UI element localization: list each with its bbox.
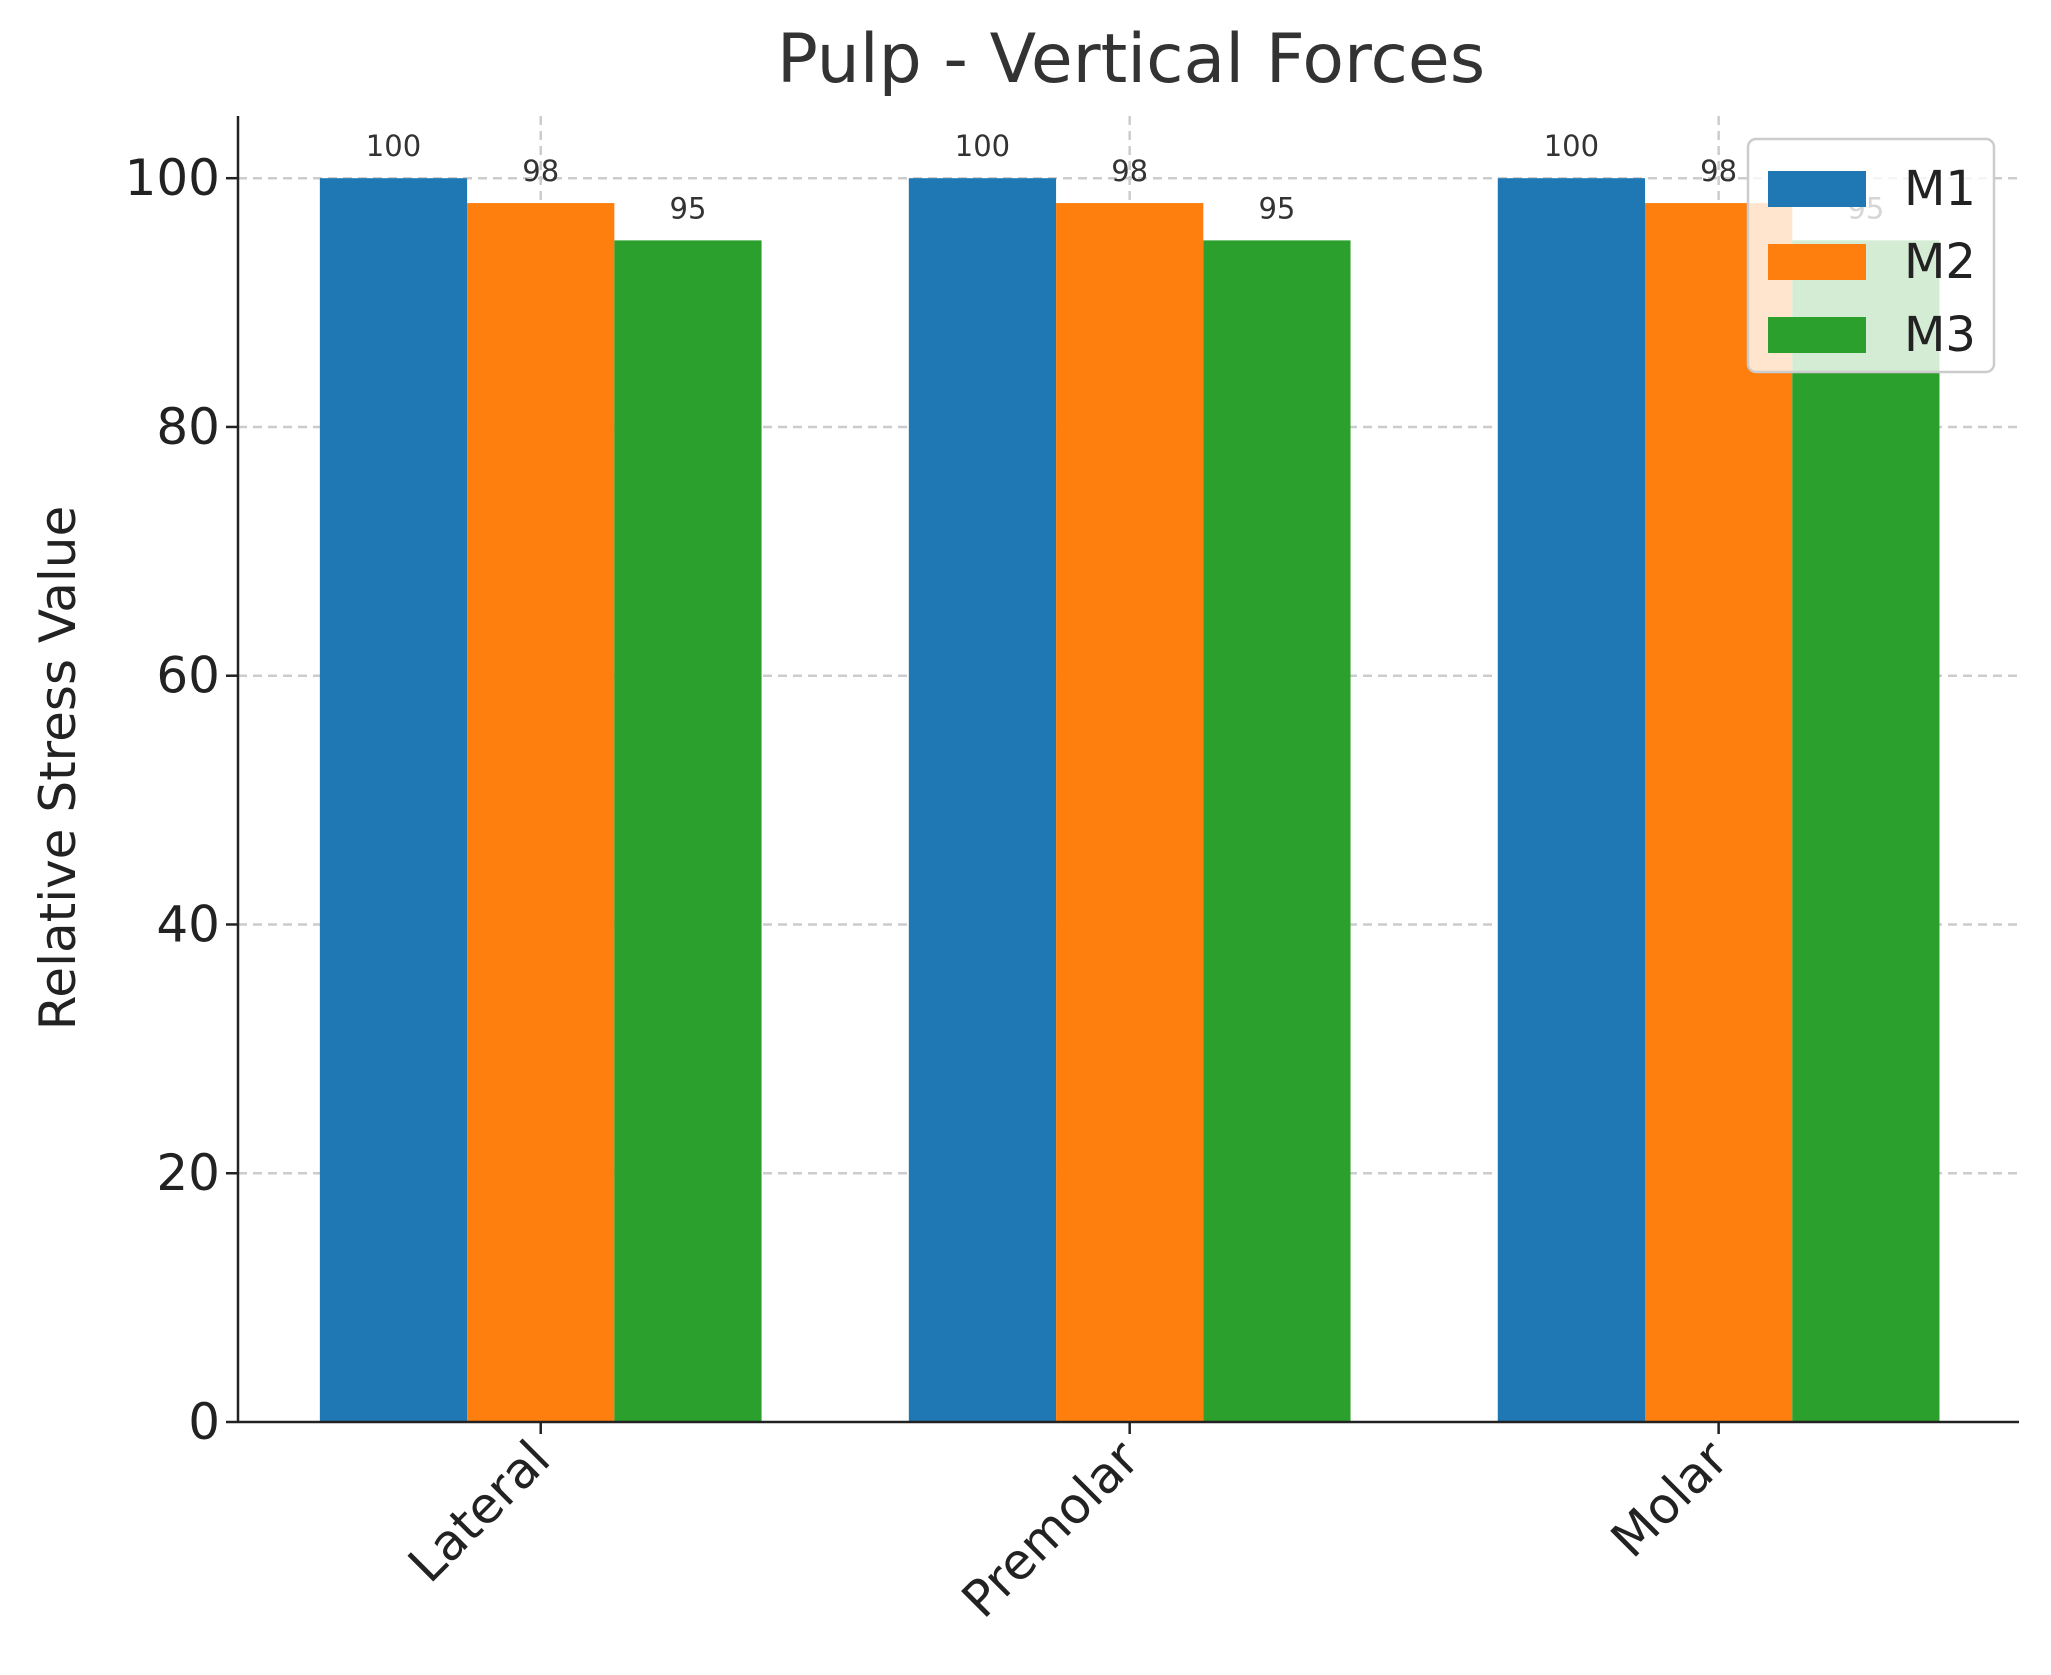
y-axis-label: Relative Stress Value — [29, 506, 87, 1030]
x-tick-label: Premolar — [951, 1429, 1151, 1629]
bar-m3-lateral — [614, 240, 762, 1422]
bars — [319, 178, 1940, 1423]
legend-swatch-m1 — [1768, 171, 1866, 207]
bar-m1-lateral — [319, 178, 468, 1423]
data-label: 98 — [1700, 154, 1737, 188]
data-label: 100 — [366, 129, 421, 163]
y-tick-label: 100 — [125, 149, 220, 207]
x-tick-label: Molar — [1600, 1429, 1739, 1568]
bar-m3-premolar — [1203, 240, 1351, 1422]
data-label: 100 — [955, 129, 1010, 163]
y-tick-label: 20 — [156, 1144, 220, 1202]
data-label: 95 — [670, 191, 707, 225]
data-label: 98 — [522, 154, 559, 188]
bar-m2-premolar — [1056, 203, 1204, 1423]
y-tick-label: 40 — [156, 895, 220, 953]
data-label: 95 — [1258, 191, 1295, 225]
bar-m1-premolar — [908, 178, 1057, 1423]
legend: M1 M2 M3 — [1746, 137, 1996, 374]
y-tick-label: 0 — [188, 1393, 220, 1451]
x-tick-label: Lateral — [397, 1429, 561, 1593]
bar-m2-lateral — [467, 203, 615, 1423]
data-labels: 100100100989898959595 — [366, 129, 1885, 225]
data-label: 98 — [1111, 154, 1148, 188]
legend-swatch-m3 — [1768, 317, 1866, 353]
legend-label-m1: M1 — [1904, 161, 1976, 217]
legend-swatch-m2 — [1768, 244, 1866, 280]
legend-label-m3: M3 — [1904, 307, 1976, 363]
chart-title: Pulp - Vertical Forces — [777, 20, 1485, 99]
data-label: 100 — [1544, 129, 1599, 163]
bar-m3-molar — [1792, 240, 1940, 1422]
y-tick-label: 60 — [156, 647, 220, 705]
bar-m1-molar — [1497, 178, 1646, 1423]
legend-label-m2: M2 — [1904, 234, 1976, 290]
y-tick-label: 80 — [156, 398, 220, 456]
bar-m2-molar — [1645, 203, 1793, 1423]
